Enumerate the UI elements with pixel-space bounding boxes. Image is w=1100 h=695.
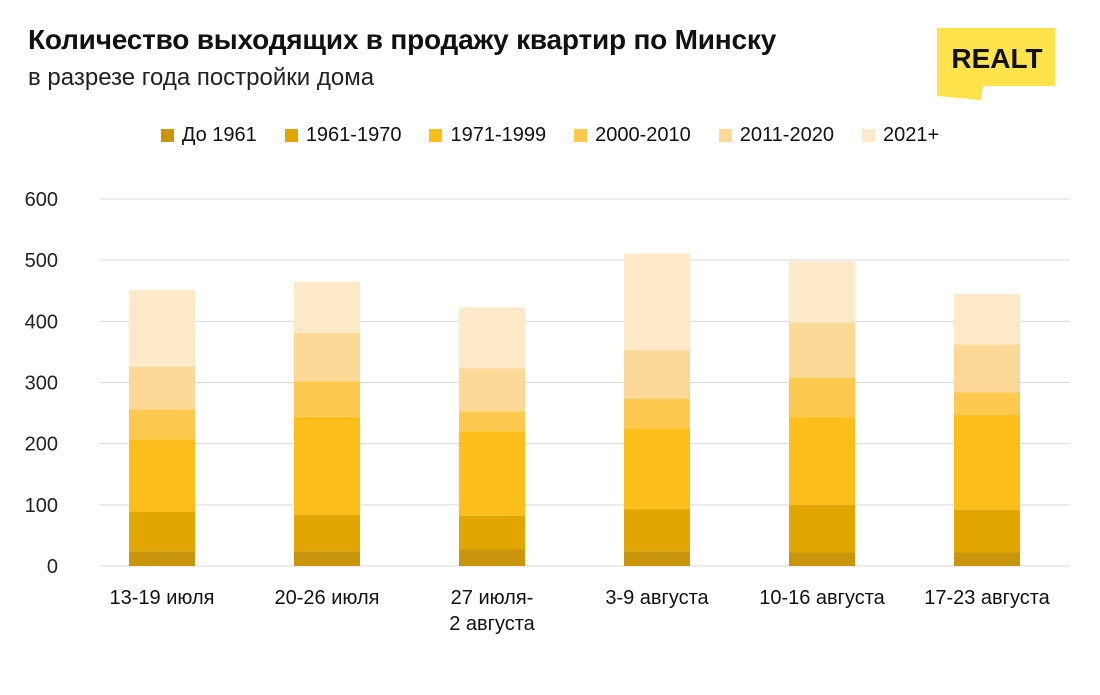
legend-item: 1971-1999 — [429, 124, 546, 147]
legend-item: До 1961 — [160, 124, 257, 147]
bar-segment — [624, 428, 690, 510]
bar-segment — [624, 350, 690, 400]
x-tick-label: 10-16 августа — [759, 587, 885, 609]
legend-swatch — [284, 129, 298, 142]
legend-swatch — [574, 129, 588, 142]
legend-swatch — [718, 129, 732, 142]
x-tick-label: 2 августа — [449, 613, 535, 635]
chart-title: Количество выходящих в продажу квартир п… — [28, 24, 777, 55]
bar-segment — [294, 281, 360, 333]
x-tick-label: 27 июля- — [451, 587, 534, 609]
y-tick-label: 400 — [25, 311, 58, 333]
legend-item: 2011-2020 — [718, 124, 834, 147]
legend-swatch — [861, 129, 875, 142]
bar-segment — [624, 551, 690, 566]
bar-segment — [954, 552, 1020, 566]
bar-segment — [954, 293, 1020, 345]
bar-segment — [294, 332, 360, 382]
chart-subtitle: в разрезе года постройки дома — [28, 64, 375, 91]
legend-label: 2011-2020 — [739, 124, 834, 146]
y-tick-label: 200 — [25, 434, 58, 456]
bar-segment — [789, 261, 855, 323]
bar-segment — [459, 307, 525, 369]
y-tick-label: 500 — [25, 250, 58, 272]
legend-label: 2021+ — [882, 124, 940, 146]
x-tick-label: 20-26 июля — [275, 587, 380, 609]
bar-segment — [954, 509, 1020, 553]
bar-segment — [459, 368, 525, 412]
bar-segment — [789, 417, 855, 505]
bar-segment — [459, 549, 525, 566]
legend-swatch — [160, 129, 174, 142]
bar-segment — [954, 344, 1020, 393]
legend-item: 2000-2010 — [574, 124, 691, 147]
bar-segment — [789, 552, 855, 566]
bar-segment — [954, 392, 1020, 415]
bar-segment — [789, 504, 855, 553]
legend-label: 1961-1970 — [305, 124, 402, 146]
legend-label: 2000-2010 — [595, 124, 691, 146]
bar-segment — [624, 253, 690, 351]
y-tick-label: 300 — [25, 373, 58, 395]
bar-segment — [129, 366, 195, 410]
logo-background-shape — [937, 28, 1055, 100]
legend-label: До 1961 — [181, 124, 257, 146]
legend-item: 1961-1970 — [284, 124, 402, 147]
bar-segment — [129, 290, 195, 367]
x-tick-label: 13-19 июля — [110, 587, 215, 609]
bar-segment — [129, 439, 195, 512]
bar-segment — [459, 411, 525, 432]
bar-segment — [294, 551, 360, 566]
bar-segment — [624, 399, 690, 429]
bar-segment — [624, 509, 690, 552]
chart-legend: До 1961 1961-1970 1971-1999 2000-2010 2011-2… — [0, 124, 1100, 147]
bar-segment — [294, 416, 360, 515]
realt-logo: REALT — [937, 28, 1055, 100]
bar-segment — [459, 515, 525, 550]
legend-swatch — [429, 129, 443, 142]
legend-item: 2021+ — [861, 124, 940, 147]
bar-segment — [294, 514, 360, 552]
legend-label: 1971-1999 — [450, 124, 547, 146]
bar-segment — [129, 409, 195, 440]
x-tick-label: 3-9 августа — [605, 587, 709, 609]
bar-segment — [129, 511, 195, 552]
y-tick-label: 0 — [47, 556, 58, 578]
bar-segment — [459, 431, 525, 516]
logo-text: REALT — [951, 43, 1042, 74]
bar-segment — [954, 414, 1020, 510]
bar-segment — [789, 322, 855, 378]
x-tick-label: 17-23 августа — [924, 587, 1050, 609]
bar-segment — [789, 377, 855, 418]
bar-segment — [129, 551, 195, 566]
y-tick-label: 100 — [25, 495, 58, 517]
bar-segment — [294, 381, 360, 417]
y-tick-label: 600 — [25, 189, 58, 211]
